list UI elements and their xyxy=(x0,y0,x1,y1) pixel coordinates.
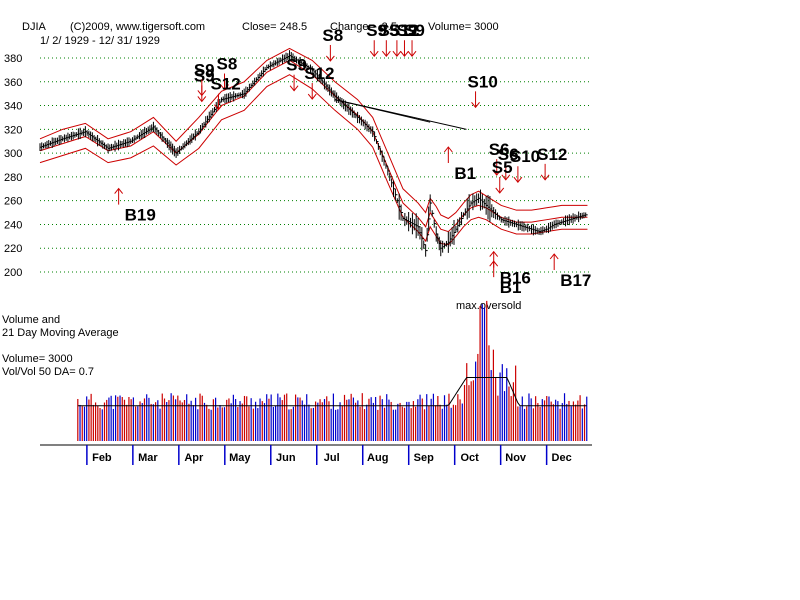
signal-arrow-head xyxy=(400,50,409,58)
month-label: Jun xyxy=(276,452,296,464)
signal-label: S12 xyxy=(210,75,240,94)
signal-label: S8 xyxy=(217,55,238,74)
volume-panel-subtitle: 21 Day Moving Average xyxy=(2,327,119,339)
signal-arrow-head xyxy=(495,187,505,194)
max-oversold-label: max.oversold xyxy=(456,300,521,312)
band-line-3 xyxy=(39,74,588,246)
signal-arrow-head xyxy=(489,250,499,257)
signal-arrow-head xyxy=(392,50,402,58)
month-label: Dec xyxy=(552,452,572,464)
signal-label: S9 xyxy=(404,21,425,40)
month-label: Aug xyxy=(367,452,388,464)
volume-panel-ratio: Vol/Vol 50 DA= 0.7 xyxy=(2,366,94,378)
volume-panel-title: Volume and xyxy=(2,314,60,326)
signal-arrow-head xyxy=(492,169,502,176)
volume-panel-volume: Volume= 3000 xyxy=(2,353,73,365)
signal-arrow-head xyxy=(549,253,559,260)
volume-moving-average xyxy=(77,377,587,407)
y-tick-label: 220 xyxy=(4,243,22,255)
y-tick-label: 360 xyxy=(4,77,22,89)
y-tick-label: 300 xyxy=(4,148,22,160)
y-tick-label: 200 xyxy=(4,267,22,279)
signal-label: B1 xyxy=(454,164,476,183)
volume-ma-line xyxy=(77,377,587,407)
date-range: 1/ 2/ 1929 - 12/ 31/ 1929 xyxy=(40,35,160,47)
signal-arrow-head xyxy=(471,102,480,109)
signal-arrow-head xyxy=(197,96,207,103)
signal-arrow-head xyxy=(513,176,523,184)
chart-symbol: DJIA xyxy=(22,21,47,33)
y-tick-label: 340 xyxy=(4,101,22,113)
month-label: Jul xyxy=(324,452,340,464)
signal-arrow-head xyxy=(325,55,335,62)
signal-label: B1 xyxy=(500,278,522,297)
signal-label: S12 xyxy=(304,64,334,83)
signal-label: S9 xyxy=(366,21,387,40)
price-bars xyxy=(39,50,588,257)
month-label: Apr xyxy=(184,452,204,464)
signal-label: S8 xyxy=(322,26,343,45)
signal-arrow-head xyxy=(214,104,223,111)
signal-label: B16 xyxy=(500,269,531,288)
y-tick-label: 380 xyxy=(4,53,22,65)
price-grid xyxy=(40,57,592,273)
month-label: Sep xyxy=(414,452,434,464)
signal-label: S6 xyxy=(498,145,519,164)
signal-arrow-head xyxy=(540,174,550,181)
month-label: Oct xyxy=(461,452,480,464)
signal-label: S9 xyxy=(286,56,307,75)
volume-value: Volume= 3000 xyxy=(428,21,499,33)
y-tick-label: 240 xyxy=(4,219,22,231)
trendline xyxy=(334,99,431,123)
signal-arrow-head xyxy=(220,84,229,91)
month-label: Nov xyxy=(505,452,527,464)
signal-arrow-head xyxy=(307,93,317,100)
signal-arrow-head xyxy=(114,187,124,194)
month-label: May xyxy=(229,452,251,464)
month-axis: Feb Mar Apr May Jun Jul Aug Sep Oct Nov Dec xyxy=(86,445,572,465)
volume-bars xyxy=(77,300,588,441)
signal-label: S9 xyxy=(194,60,215,79)
signal-arrow-head xyxy=(381,50,391,58)
trendlines xyxy=(334,99,467,130)
signal-label: S9 xyxy=(396,21,417,40)
price-axis-ticks: 200 220 240 260 280 300 320 340 360 380 xyxy=(4,53,22,279)
signal-label: B19 xyxy=(125,206,156,225)
copyright-text: (C)2009, www.tigersoft.com xyxy=(70,21,205,33)
signal-arrow-head xyxy=(407,50,417,58)
signal-arrow-head xyxy=(197,90,207,97)
signal-label: S6 xyxy=(489,140,510,159)
change-value: Change= -3.5 xyxy=(330,21,397,33)
signal-label: S9 xyxy=(194,66,215,85)
signal-label: S12 xyxy=(537,145,567,164)
month-label: Feb xyxy=(92,452,112,464)
signal-label: S10 xyxy=(468,72,498,91)
signal-label: S5 xyxy=(492,158,513,177)
signal-arrow-head xyxy=(443,146,453,153)
month-label: Mar xyxy=(138,452,158,464)
y-tick-label: 320 xyxy=(4,124,22,136)
y-tick-label: 260 xyxy=(4,196,22,208)
signal-label: B17 xyxy=(560,271,591,290)
signal-arrow-head xyxy=(369,50,379,58)
signal-label: S12 xyxy=(389,21,419,40)
signal-label: S5 xyxy=(378,21,399,40)
signal-arrow-head xyxy=(501,174,511,181)
close-value: Close= 248.5 xyxy=(242,21,307,33)
band-line-1 xyxy=(39,47,588,220)
y-tick-label: 280 xyxy=(4,172,22,184)
signal-arrow-head xyxy=(489,260,499,267)
signal-label: S10 xyxy=(510,147,540,166)
signal-arrow-head xyxy=(289,85,299,92)
